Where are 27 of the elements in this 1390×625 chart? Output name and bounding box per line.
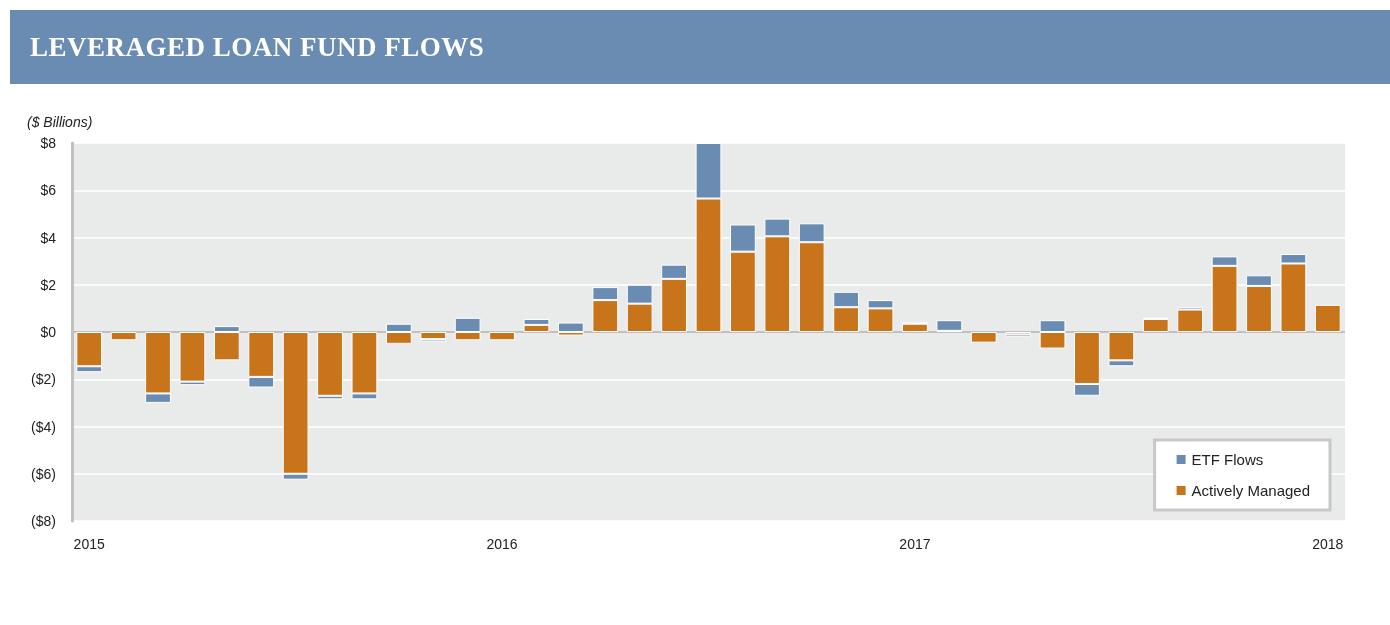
y-tick-label: ($6) [31,465,56,482]
bar [902,323,928,332]
y-tick-label: $0 [40,324,57,340]
legend-label: ETF Flows [1191,451,1264,468]
bar [1314,304,1341,332]
legend-label: Actively Managed [1191,482,1311,499]
y-tick-label: $2 [40,276,57,293]
bar [1142,319,1169,332]
bar [1177,309,1204,332]
y-tick-label: ($4) [31,418,56,435]
bar [936,320,963,331]
bar [557,322,584,332]
y-tick-label: $6 [40,182,57,199]
x-tick-label: 2017 [899,536,931,552]
y-tick-label: $4 [40,229,57,246]
y-axis-title: ($ Billions) [27,114,93,130]
bar [489,332,515,341]
x-tick-label: 2016 [486,536,518,552]
y-tick-label: $8 [40,135,57,151]
y-tick-label: ($8) [31,513,56,529]
bar [110,332,137,341]
y-tick-label: ($2) [31,371,56,388]
x-tick-label: 2018 [1312,536,1344,552]
chart-title: LEVERAGED LOAN FUND FLOWS [29,31,486,63]
bar [420,332,447,340]
bar [970,332,997,343]
x-tick-label: 2015 [73,536,105,552]
